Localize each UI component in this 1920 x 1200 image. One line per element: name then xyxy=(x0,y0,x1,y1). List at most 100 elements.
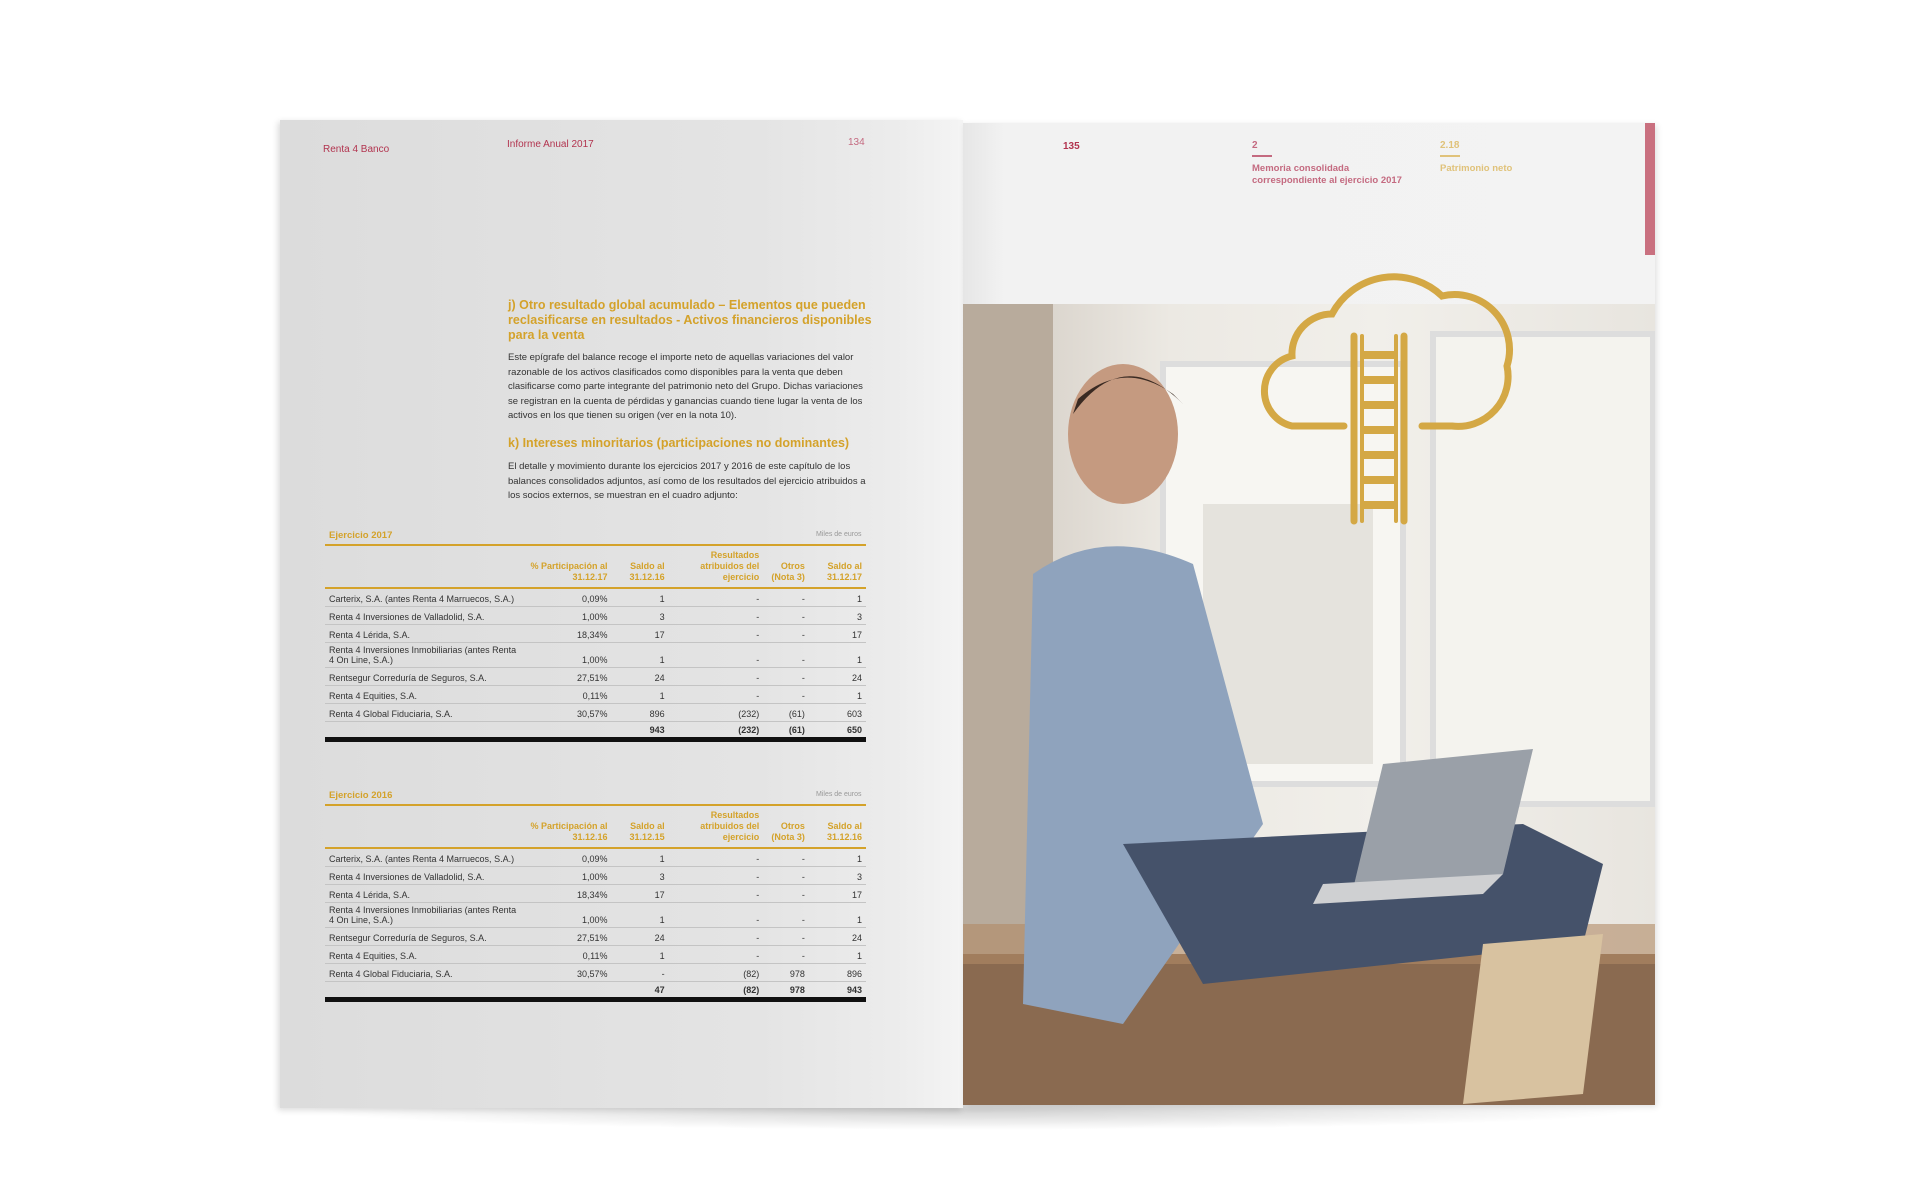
table-header-row: % Participación al 31.12.17 Saldo al 31.1… xyxy=(325,548,866,589)
table-cell: 27,51% xyxy=(525,927,612,946)
table-cell: - xyxy=(763,945,809,964)
header-publication: Informe Anual 2017 xyxy=(507,139,594,150)
column-header: Otros (Nota 3) xyxy=(763,548,809,589)
table-cell: 896 xyxy=(611,703,669,722)
column-header xyxy=(325,548,525,589)
table-cell: 1 xyxy=(611,685,669,704)
table-cell: - xyxy=(668,667,764,686)
total-cell xyxy=(325,721,525,742)
table-row: Rentsegur Correduría de Seguros, S.A. 27,… xyxy=(325,927,866,946)
total-cell: 650 xyxy=(808,721,866,742)
table-cell: 1 xyxy=(808,642,866,668)
chapter-tab xyxy=(1645,123,1655,255)
table-header-row: % Participación al 31.12.16 Saldo al 31.1… xyxy=(325,808,866,849)
table-cell: (232) xyxy=(668,703,764,722)
column-header: Saldo al 31.12.17 xyxy=(808,548,866,589)
table-row: Renta 4 Equities, S.A. 0,11% 1- -1 xyxy=(325,945,866,964)
table-cell: 1,00% xyxy=(525,642,612,668)
table-row: Renta 4 Lérida, S.A. 18,34% 17- -17 xyxy=(325,624,866,643)
table-cell: - xyxy=(668,884,764,903)
table-cell: 17 xyxy=(808,884,866,903)
total-cell: 943 xyxy=(611,721,669,742)
table-cell: - xyxy=(763,848,809,867)
table-cell: - xyxy=(668,927,764,946)
table-row: Renta 4 Equities, S.A. 0,11% 1- -1 xyxy=(325,685,866,704)
table-cell: Renta 4 Lérida, S.A. xyxy=(325,884,525,903)
table-cell: Renta 4 Inversiones Inmobiliarias (antes… xyxy=(325,642,525,668)
column-header: Saldo al 31.12.16 xyxy=(611,548,669,589)
table-cell: 1,00% xyxy=(525,902,612,928)
table-cell: 24 xyxy=(808,927,866,946)
section-rule xyxy=(1440,155,1460,157)
cloud-ladder-icon xyxy=(1260,273,1513,525)
section-k-body: El detalle y movimiento durante los ejer… xyxy=(508,461,866,501)
table-cell: 17 xyxy=(611,624,669,643)
table-row: Carterix, S.A. (antes Renta 4 Marruecos,… xyxy=(325,848,866,867)
table-cell: Renta 4 Global Fiduciaria, S.A. xyxy=(325,963,525,982)
table-2016: % Participación al 31.12.16 Saldo al 31.1… xyxy=(325,808,866,1002)
table-cell: 1 xyxy=(611,588,669,607)
table-cell: Rentsegur Correduría de Seguros, S.A. xyxy=(325,667,525,686)
table-cell: Carterix, S.A. (antes Renta 4 Marruecos,… xyxy=(325,848,525,867)
table-cell: - xyxy=(763,588,809,607)
total-cell: (61) xyxy=(763,721,809,742)
table-2016-title: Ejercicio 2016 xyxy=(329,790,393,801)
total-cell: 978 xyxy=(763,981,809,1002)
section-j-heading: j) Otro resultado global acumulado – Ele… xyxy=(508,298,872,342)
section-title: Patrimonio neto xyxy=(1440,163,1513,174)
table-row: Renta 4 Inversiones de Valladolid, S.A. 1… xyxy=(325,606,866,625)
table-cell: 30,57% xyxy=(525,703,612,722)
table-cell: 1 xyxy=(808,902,866,928)
table-cell: - xyxy=(668,606,764,625)
table-cell: - xyxy=(668,624,764,643)
table-cell: Renta 4 Equities, S.A. xyxy=(325,685,525,704)
table-cell: 3 xyxy=(808,606,866,625)
column-header: Otros (Nota 3) xyxy=(763,808,809,849)
table-cell: 1 xyxy=(808,945,866,964)
chapter-rule xyxy=(1252,155,1272,157)
total-cell xyxy=(525,981,612,1002)
table-cell: - xyxy=(611,963,669,982)
section-k-heading: k) Intereses minoritarios (participacion… xyxy=(508,436,850,450)
table-cell: - xyxy=(668,848,764,867)
table-cell: 18,34% xyxy=(525,624,612,643)
table-total-row: 47 (82) 978 943 xyxy=(325,981,866,1002)
total-cell: (232) xyxy=(668,721,764,742)
table-cell: 24 xyxy=(611,667,669,686)
table-cell: 1 xyxy=(808,685,866,704)
table-cell: Renta 4 Lérida, S.A. xyxy=(325,624,525,643)
left-page: Renta 4 Banco Informe Anual 2017 134 j) … xyxy=(280,120,963,1108)
table-total-row: 943 (232) (61) 650 xyxy=(325,721,866,742)
column-header xyxy=(325,808,525,849)
table-2017: % Participación al 31.12.17 Saldo al 31.1… xyxy=(325,548,866,742)
table-row: Renta 4 Inversiones Inmobiliarias (antes… xyxy=(325,642,866,668)
total-cell xyxy=(325,981,525,1002)
table-cell: - xyxy=(763,667,809,686)
table-cell: 1 xyxy=(808,588,866,607)
table-cell: 0,11% xyxy=(525,945,612,964)
page-number: 135 xyxy=(1063,141,1080,152)
table-cell: - xyxy=(763,884,809,903)
table-cell: - xyxy=(763,866,809,885)
table-cell: (82) xyxy=(668,963,764,982)
photo-illustration xyxy=(963,304,1655,1105)
table-cell: - xyxy=(668,902,764,928)
page-number: 134 xyxy=(848,137,865,148)
header-brand: Renta 4 Banco xyxy=(323,144,390,155)
table-cell: 27,51% xyxy=(525,667,612,686)
table-cell: 0,09% xyxy=(525,588,612,607)
table-row: Carterix, S.A. (antes Renta 4 Marruecos,… xyxy=(325,588,866,607)
table-cell: - xyxy=(668,588,764,607)
table-2016-rule xyxy=(325,804,866,806)
table-row: Renta 4 Inversiones Inmobiliarias (antes… xyxy=(325,902,866,928)
column-header: % Participación al 31.12.17 xyxy=(525,548,612,589)
table-cell: - xyxy=(668,642,764,668)
table-cell: 24 xyxy=(808,667,866,686)
table-cell: Renta 4 Inversiones Inmobiliarias (antes… xyxy=(325,902,525,928)
column-header: Resultados atribuidos del ejercicio xyxy=(668,808,764,849)
total-cell xyxy=(525,721,612,742)
table-row: Renta 4 Global Fiduciaria, S.A. 30,57% - (8… xyxy=(325,963,866,982)
total-cell: 943 xyxy=(808,981,866,1002)
table-cell: Renta 4 Equities, S.A. xyxy=(325,945,525,964)
chapter-number: 2 xyxy=(1252,140,1258,151)
